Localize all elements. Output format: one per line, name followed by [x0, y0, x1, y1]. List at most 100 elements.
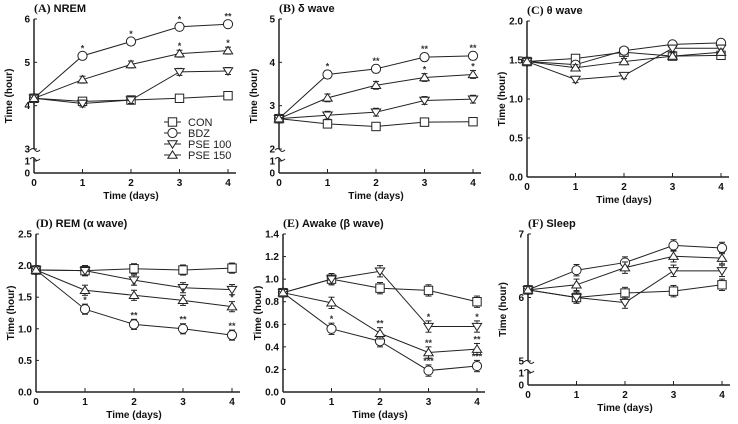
data-point — [77, 50, 88, 61]
panel-title-text: Awake (β wave) — [302, 218, 384, 230]
y-tick-label: 0.4 — [265, 342, 279, 353]
y-axis-label: Time (hour) — [497, 72, 508, 127]
significance-label: ** — [421, 44, 429, 54]
data-point — [76, 74, 89, 84]
significance-label: ** — [224, 12, 232, 22]
y-tick-label: 0 — [24, 169, 30, 180]
y-tick-label: 0 — [518, 381, 524, 392]
significance-label: * — [83, 295, 87, 305]
y-tick-label: 7 — [518, 230, 524, 241]
legend-item: BDZ — [164, 127, 210, 140]
data-point — [125, 36, 137, 47]
data-point — [125, 96, 137, 106]
series-pse-150 — [521, 47, 727, 72]
x-tick-label: 3 — [422, 178, 428, 189]
series-pse-100 — [522, 264, 728, 309]
legend-label: CON — [188, 117, 213, 129]
y-axis-label: Time (hour) — [498, 282, 509, 337]
y-tick-label: 2.0 — [18, 261, 32, 272]
y-tick-label: 1.5 — [18, 293, 32, 304]
panel-letter: (D) — [36, 216, 53, 230]
axis-break-mark — [274, 148, 286, 152]
data-point — [715, 47, 727, 56]
data-point — [468, 117, 478, 127]
series-con — [31, 262, 237, 277]
data-point — [375, 283, 385, 293]
significance-label: * — [423, 65, 427, 75]
series-pse-150: * * — [28, 38, 234, 102]
data-point — [174, 93, 185, 103]
x-axis-label: Time (days) — [348, 191, 403, 202]
legend-marker — [166, 140, 179, 150]
data-point — [618, 56, 630, 66]
data-point — [716, 242, 728, 254]
data-point — [128, 319, 140, 330]
data-point — [419, 52, 430, 63]
data-point — [418, 72, 431, 82]
panel-letter: (C) — [527, 3, 544, 17]
data-point — [321, 111, 334, 121]
data-point — [227, 263, 237, 273]
legend-label: PSE 100 — [188, 139, 231, 151]
data-point — [322, 69, 333, 80]
x-tick-label: 4 — [474, 397, 480, 408]
data-point — [618, 71, 630, 81]
legend-item: PSE 150 — [164, 149, 231, 162]
y-tick-label: 1 — [24, 157, 30, 168]
data-point — [277, 287, 289, 297]
data-point — [569, 75, 582, 85]
series-line — [33, 50, 229, 99]
panel-letter: (A) — [34, 1, 51, 15]
data-point — [521, 56, 533, 66]
y-tick-label: 4 — [269, 58, 275, 69]
y-tick-label: 0.6 — [265, 320, 279, 331]
panel-title: (C) θ wave — [527, 3, 583, 17]
panel-e: (E) Awake (β wave) 0.0 0.2 0.4 0.6 0.8 1.0 1.2 1.… — [253, 216, 485, 421]
significance-label: ** — [376, 319, 384, 329]
data-point — [666, 50, 679, 60]
y-tick-label: 0.5 — [18, 356, 32, 367]
y-tick-label: 0.8 — [265, 297, 279, 308]
data-point — [668, 240, 679, 251]
panel-letter: (F) — [528, 216, 543, 230]
x-axis-label: Time (days) — [106, 410, 161, 421]
y-tick-label: 2.5 — [18, 230, 32, 241]
y-tick-label: 1.4 — [265, 230, 279, 241]
significance-label: ** — [228, 321, 236, 331]
data-point — [571, 265, 582, 276]
significance-label: * — [475, 312, 479, 322]
significance-label: * — [226, 38, 230, 48]
y-tick-label: 0.0 — [18, 388, 32, 399]
data-point — [222, 45, 234, 55]
x-tick-label: 2 — [373, 178, 379, 189]
x-tick-label: 4 — [718, 182, 724, 193]
series-pse-150 — [522, 250, 728, 294]
data-point — [467, 50, 479, 61]
panel-title: (E) Awake (β wave) — [283, 216, 384, 230]
significance-label: * — [129, 29, 133, 39]
significance-label: ** — [372, 56, 380, 66]
data-point — [522, 284, 534, 294]
series-pse-100 — [28, 67, 234, 109]
data-point — [370, 63, 382, 74]
data-point — [717, 280, 727, 290]
significance-label: * — [326, 62, 330, 72]
data-point — [174, 21, 185, 32]
x-tick-label: 3 — [670, 182, 676, 193]
series-bdz: *** ** — [28, 12, 234, 104]
y-tick-label: 6 — [24, 15, 30, 26]
series-pse-150: * * * — [30, 264, 238, 313]
x-tick-label: 2 — [377, 397, 383, 408]
significance-label: * — [81, 43, 85, 53]
x-tick-label: 1 — [573, 182, 579, 193]
x-axis-label: Time (days) — [103, 191, 158, 202]
x-axis-label: Time (days) — [596, 195, 651, 206]
data-point — [619, 298, 631, 308]
data-point — [370, 80, 382, 89]
data-point — [666, 44, 679, 54]
